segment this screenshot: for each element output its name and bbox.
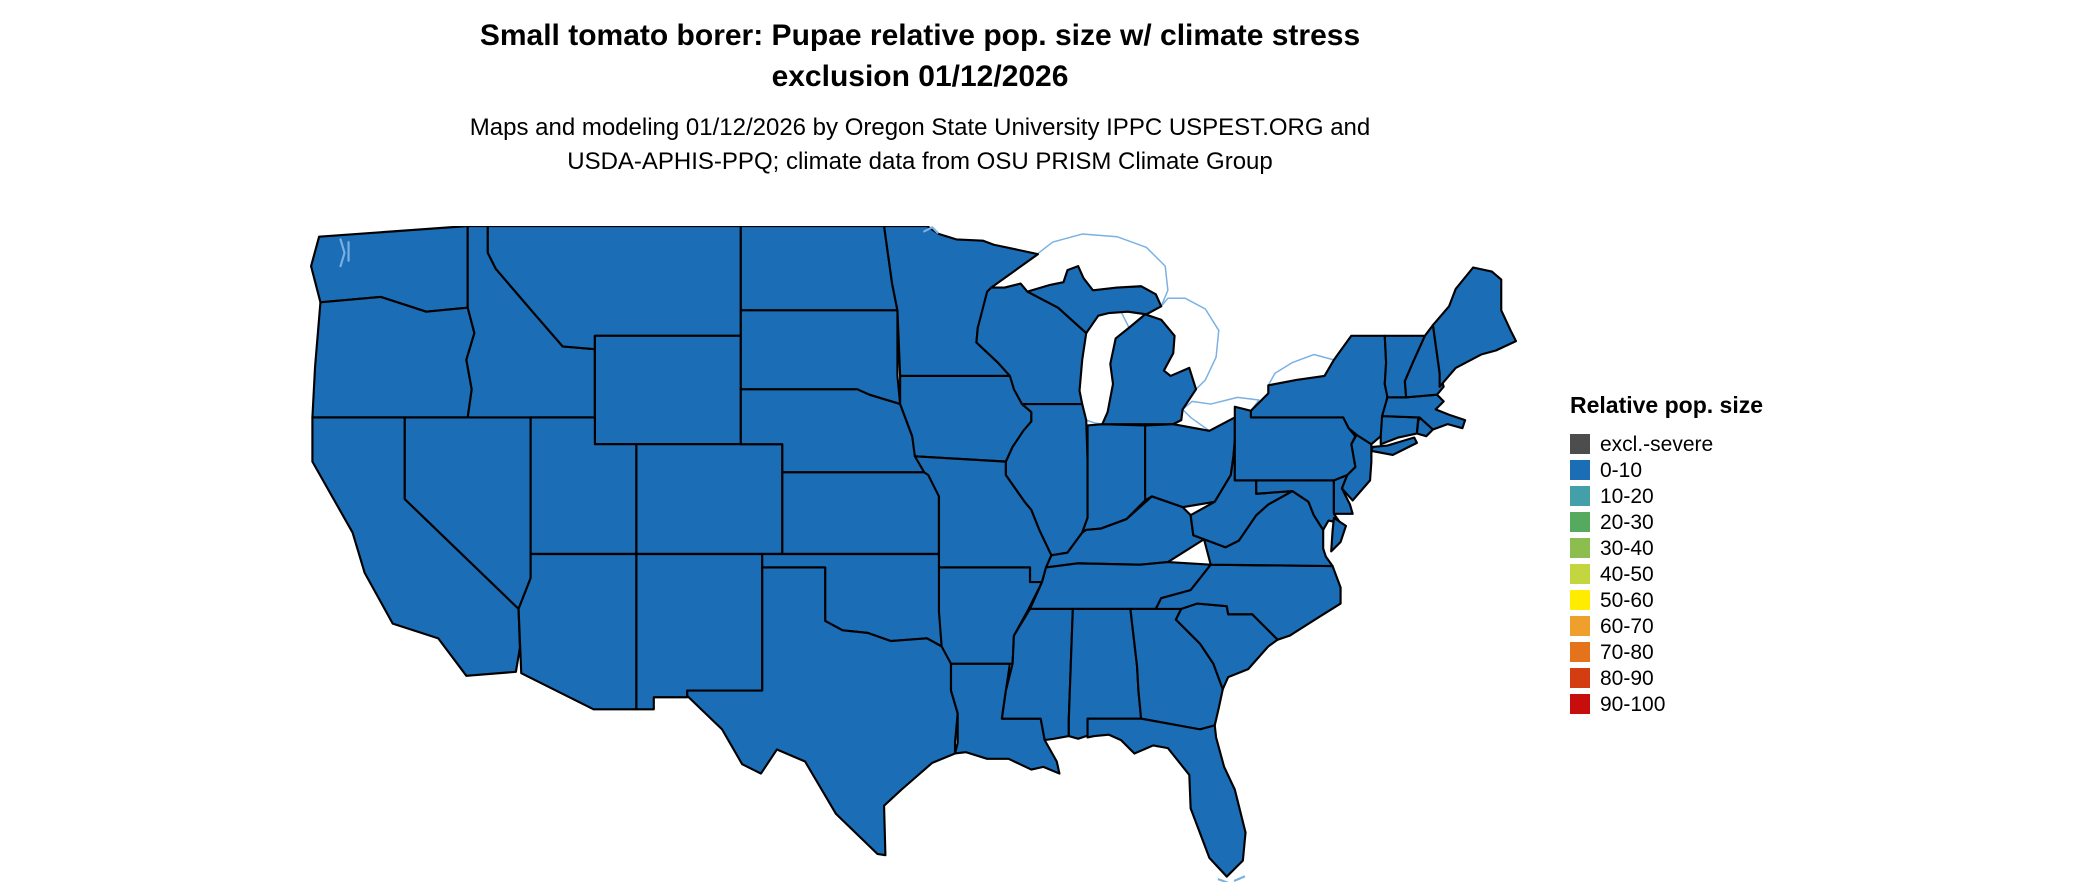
legend-label: 50-60: [1600, 588, 1654, 612]
state-mi-up: [1026, 265, 1163, 335]
header: Small tomato borer: Pupae relative pop. …: [0, 16, 1840, 178]
legend-title: Relative pop. size: [1570, 392, 1764, 418]
state-ks: [781, 471, 941, 556]
legend-swatch: [1570, 616, 1590, 636]
florida-keys-line: [1217, 875, 1246, 882]
legend-row: 60-70: [1570, 613, 1763, 639]
legend-label: excl.-severe: [1600, 432, 1714, 456]
us-states: [309, 226, 1518, 878]
legend-rows: excl.-severe 0-10 10-20 20-30 30-40 40-50 50-6…: [1570, 431, 1763, 717]
legend-label: 30-40: [1600, 536, 1654, 560]
legend-row: excl.-severe: [1570, 431, 1763, 457]
map-subtitle: Maps and modeling 01/12/2026 by Oregon S…: [0, 111, 1840, 178]
map-subtitle-line1: Maps and modeling 01/12/2026 by Oregon S…: [469, 114, 1371, 141]
state-fl: [1086, 717, 1247, 878]
legend-row: 50-60: [1570, 587, 1763, 613]
puget-sound-line: [339, 238, 350, 268]
legend-swatch: [1570, 694, 1590, 714]
legend-row: 90-100: [1570, 691, 1763, 717]
legend-row: 70-80: [1570, 639, 1763, 665]
legend-swatch: [1570, 434, 1590, 454]
legend-label: 90-100: [1600, 692, 1666, 716]
legend-swatch: [1570, 564, 1590, 584]
legend-row: 80-90: [1570, 665, 1763, 691]
legend-swatch: [1570, 642, 1590, 662]
legend-label: 40-50: [1600, 562, 1654, 586]
legend-row: 40-50: [1570, 561, 1763, 587]
legend: Relative pop. size excl.-severe 0-10 10-20…: [1570, 392, 1763, 717]
legend-label: 20-30: [1600, 510, 1654, 534]
legend-swatch: [1570, 668, 1590, 688]
map-title: Small tomato borer: Pupae relative pop. …: [0, 16, 1840, 97]
legend-label: 0-10: [1600, 458, 1643, 482]
state-co: [635, 443, 784, 556]
state-wy: [593, 334, 742, 446]
legend-row: 30-40: [1570, 535, 1763, 561]
state-or: [311, 295, 476, 419]
state-long-island: [1370, 436, 1418, 457]
legend-label: 10-20: [1600, 484, 1654, 508]
state-az: [517, 552, 638, 711]
legend-swatch: [1570, 486, 1590, 506]
legend-label: 80-90: [1600, 666, 1654, 690]
legend-row: 20-30: [1570, 509, 1763, 535]
state-nd: [739, 226, 899, 312]
legend-swatch: [1570, 590, 1590, 610]
state-mi: [1101, 313, 1198, 426]
legend-swatch: [1570, 512, 1590, 532]
us-map: [300, 226, 1519, 882]
map-subtitle-line2: USDA-APHIS-PPQ; climate data from OSU PR…: [567, 147, 1273, 175]
state-delmarva-va: [1330, 516, 1348, 553]
state-tx: [686, 566, 959, 857]
legend-swatch: [1570, 538, 1590, 558]
state-nm: [635, 552, 764, 711]
map-title-line2: exclusion 01/12/2026: [771, 59, 1069, 93]
legend-swatch: [1570, 460, 1590, 480]
legend-row: 0-10: [1570, 457, 1763, 483]
state-me: [1431, 266, 1518, 388]
state-nc: [1154, 563, 1342, 641]
lake-of-the-woods-line: [923, 226, 939, 234]
map-title-line1: Small tomato borer: Pupae relative pop. …: [479, 19, 1361, 52]
legend-label: 70-80: [1600, 640, 1654, 664]
legend-label: 60-70: [1600, 614, 1654, 638]
legend-row: 10-20: [1570, 483, 1763, 509]
us-map-svg: [309, 226, 1518, 882]
water-details: [339, 226, 1246, 882]
